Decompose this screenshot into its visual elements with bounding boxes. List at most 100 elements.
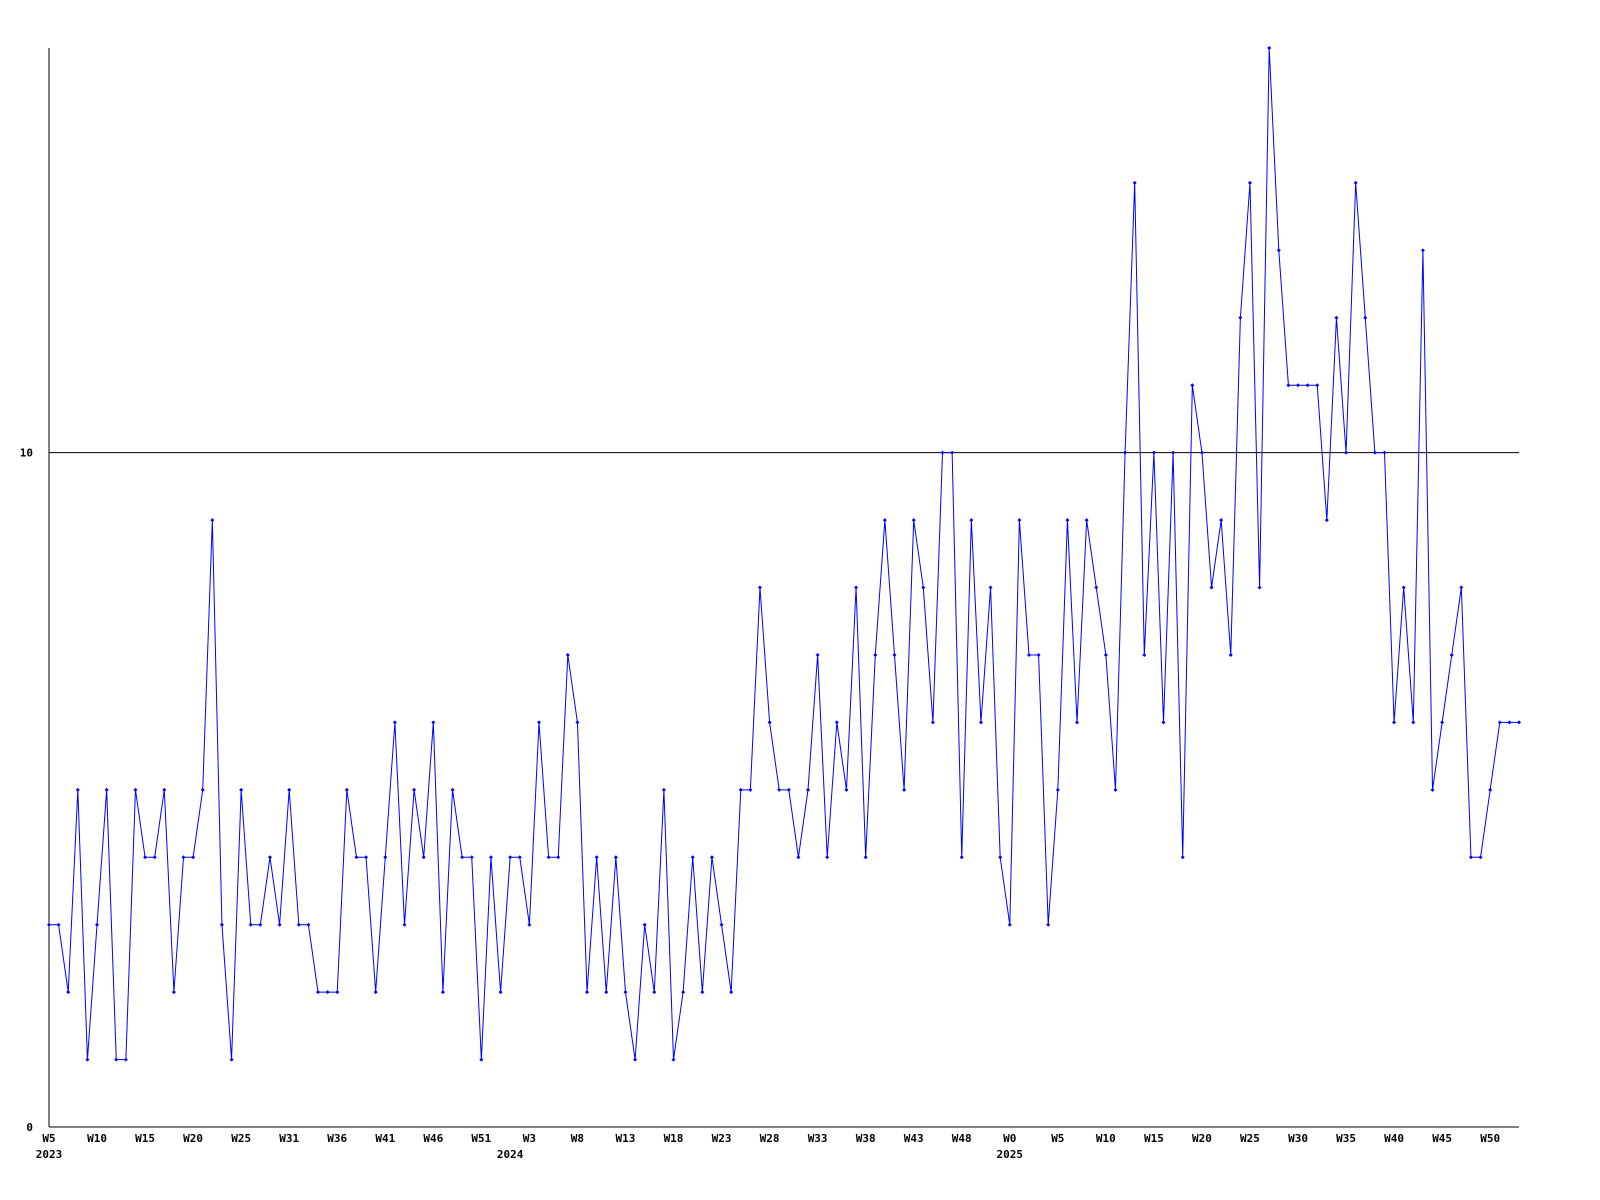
- data-point: [623, 990, 628, 995]
- data-point: [1324, 518, 1329, 523]
- data-point: [162, 787, 167, 792]
- x-tick-label: W28: [760, 1132, 780, 1145]
- x-tick-label: W45: [1432, 1132, 1452, 1145]
- data-point: [565, 652, 570, 657]
- x-tick-label: W30: [1288, 1132, 1308, 1145]
- x-tick-label: W51: [471, 1132, 491, 1145]
- data-point: [1363, 315, 1368, 320]
- data-point: [844, 787, 849, 792]
- data-point: [1449, 652, 1454, 657]
- data-point: [700, 990, 705, 995]
- data-point: [873, 652, 878, 657]
- data-point: [998, 855, 1003, 860]
- data-point: [1468, 855, 1473, 860]
- data-point: [1199, 450, 1204, 455]
- data-point: [440, 990, 445, 995]
- data-point: [66, 990, 71, 995]
- data-point: [104, 787, 109, 792]
- data-point: [1228, 652, 1233, 657]
- data-point: [719, 922, 724, 927]
- data-point: [517, 855, 522, 860]
- data-point: [604, 990, 609, 995]
- data-point: [171, 990, 176, 995]
- data-point: [392, 720, 397, 725]
- data-point: [412, 787, 417, 792]
- data-point: [882, 518, 887, 523]
- data-point: [95, 922, 100, 927]
- data-point: [1036, 652, 1041, 657]
- data-point: [930, 720, 935, 725]
- x-tick-label: W25: [1240, 1132, 1260, 1145]
- x-tick-label: W20: [183, 1132, 203, 1145]
- data-point: [133, 787, 138, 792]
- data-point: [1171, 450, 1176, 455]
- data-point: [1180, 855, 1185, 860]
- data-point: [258, 922, 263, 927]
- data-point: [383, 855, 388, 860]
- data-point: [508, 855, 513, 860]
- x-tick-label: W38: [856, 1132, 876, 1145]
- data-point: [978, 720, 983, 725]
- data-point: [1286, 383, 1291, 388]
- data-point: [796, 855, 801, 860]
- data-line: [49, 47, 1519, 1061]
- data-point: [1488, 787, 1493, 792]
- data-point: [633, 1057, 638, 1062]
- data-point: [1027, 652, 1031, 657]
- data-point: [546, 855, 551, 860]
- data-point: [1238, 315, 1243, 320]
- data-point: [421, 855, 426, 860]
- data-point: [488, 855, 493, 860]
- data-point: [56, 922, 61, 927]
- x-tick-label: W43: [904, 1132, 924, 1145]
- data-point: [613, 855, 618, 860]
- data-point: [1142, 652, 1147, 657]
- data-point: [921, 585, 926, 590]
- data-point: [671, 1057, 676, 1062]
- data-point: [1094, 585, 1099, 590]
- data-point: [498, 990, 503, 995]
- x-tick-label: W10: [87, 1132, 107, 1145]
- data-point: [652, 990, 657, 995]
- data-point: [277, 922, 282, 927]
- data-point: [825, 855, 830, 860]
- data-point: [892, 652, 897, 657]
- data-point: [373, 990, 378, 995]
- data-point: [1257, 585, 1262, 590]
- data-point: [1132, 180, 1137, 185]
- data-point: [1517, 720, 1521, 725]
- data-point: [296, 922, 301, 927]
- x-tick-label: W36: [327, 1132, 347, 1145]
- x-tick-label: W25: [231, 1132, 251, 1145]
- x-tick-label: W8: [571, 1132, 584, 1145]
- data-point: [729, 990, 734, 995]
- x-tick-label: W5: [1051, 1132, 1064, 1145]
- data-point: [863, 855, 868, 860]
- x-tick-label: W31: [279, 1132, 299, 1145]
- data-point: [1344, 450, 1349, 455]
- data-point: [344, 787, 349, 792]
- year-label: 2023: [36, 1148, 63, 1161]
- data-point: [537, 720, 541, 725]
- x-tick-label: W5: [42, 1132, 55, 1145]
- data-point: [767, 720, 772, 725]
- data-point: [181, 855, 186, 860]
- data-point: [1401, 585, 1406, 590]
- x-tick-label: W15: [135, 1132, 155, 1145]
- data-point: [834, 720, 839, 725]
- x-tick-label: W40: [1384, 1132, 1404, 1145]
- data-point: [1411, 720, 1416, 725]
- data-point: [287, 787, 292, 792]
- data-point: [777, 787, 782, 792]
- x-tick-label: W48: [952, 1132, 972, 1145]
- data-point: [1247, 180, 1252, 185]
- data-point: [1055, 787, 1060, 792]
- data-point: [1017, 518, 1022, 523]
- data-point: [248, 922, 253, 927]
- data-point: [690, 855, 695, 860]
- data-point: [364, 855, 369, 860]
- data-point: [1440, 720, 1445, 725]
- data-point: [1190, 383, 1195, 388]
- data-point: [229, 1057, 234, 1062]
